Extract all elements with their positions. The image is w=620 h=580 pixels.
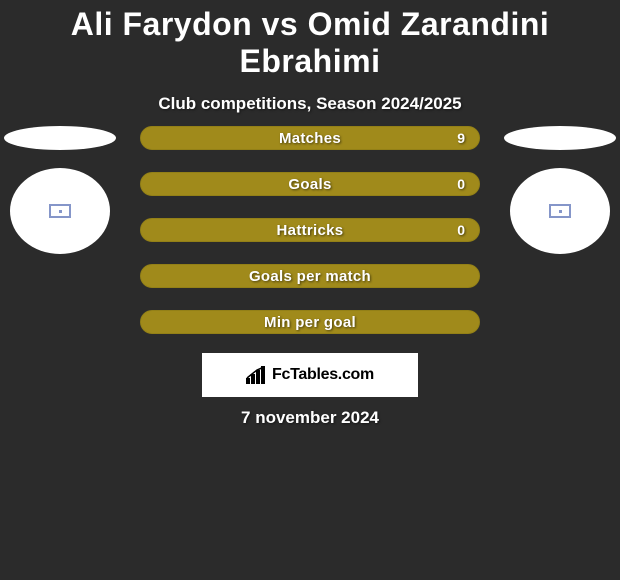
stat-label: Min per goal (264, 314, 356, 331)
stat-row-goals: Goals 0 (140, 172, 480, 196)
player-left-column (0, 126, 120, 254)
player-right-column (500, 126, 620, 254)
brand-logo-box[interactable]: FcTables.com (202, 353, 418, 397)
stat-row-matches: Matches 9 (140, 126, 480, 150)
player-left-club-badge (10, 168, 110, 254)
stat-row-hattricks: Hattricks 0 (140, 218, 480, 242)
stats-list: Matches 9 Goals 0 Hattricks 0 Goals per … (140, 126, 480, 356)
subtitle: Club competitions, Season 2024/2025 (0, 94, 620, 114)
stat-value: 0 (457, 176, 465, 192)
stat-row-goals-per-match: Goals per match (140, 264, 480, 288)
player-right-club-badge (510, 168, 610, 254)
stat-label: Goals per match (249, 268, 371, 285)
stat-row-min-per-goal: Min per goal (140, 310, 480, 334)
stat-label: Hattricks (277, 222, 344, 239)
image-placeholder-icon (49, 204, 71, 218)
player-right-name-ellipse (504, 126, 616, 150)
page-title: Ali Farydon vs Omid Zarandini Ebrahimi (0, 0, 620, 80)
player-left-name-ellipse (4, 126, 116, 150)
image-placeholder-icon (549, 204, 571, 218)
brand-name: FcTables.com (272, 366, 374, 384)
date-text: 7 november 2024 (0, 408, 620, 428)
stat-label: Goals (288, 176, 331, 193)
bar-chart-icon (246, 366, 268, 384)
stat-value: 9 (457, 130, 465, 146)
stat-label: Matches (279, 130, 341, 147)
stat-value: 0 (457, 222, 465, 238)
